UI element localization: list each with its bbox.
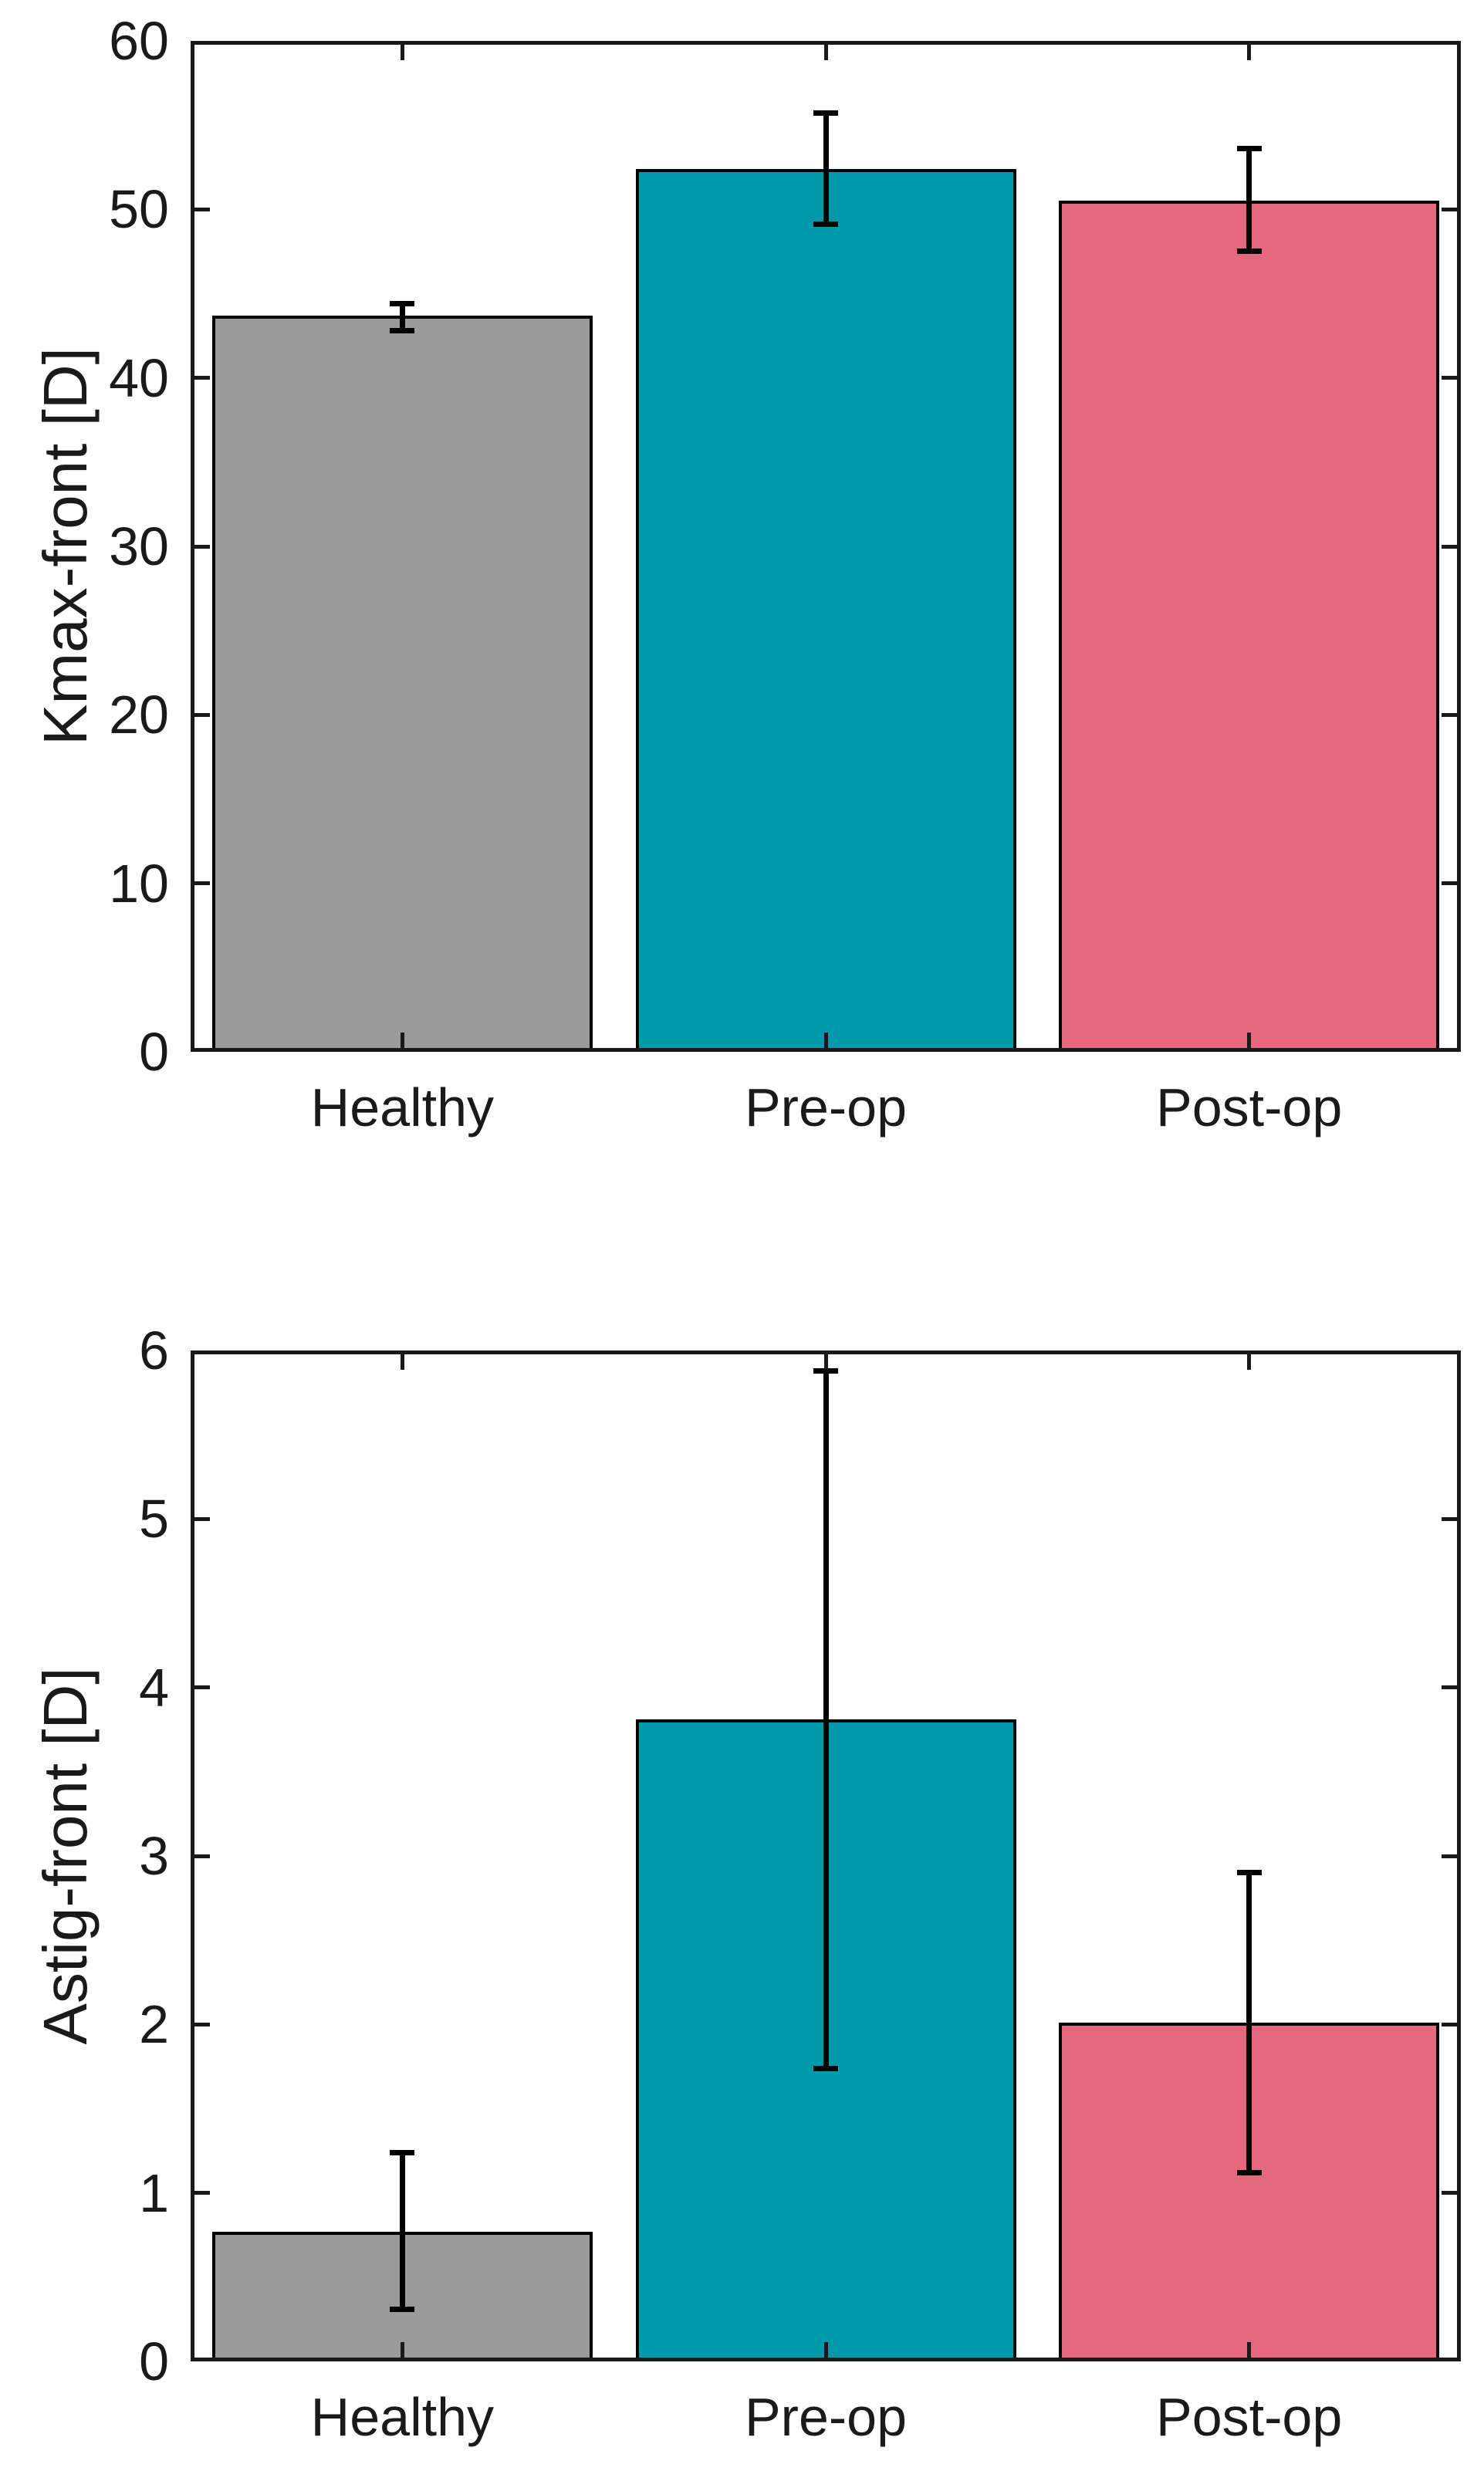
- y-tick-right: [1442, 881, 1457, 886]
- y-tick-left: [194, 1516, 210, 1521]
- y-tick-left: [194, 544, 210, 549]
- y-tick-right: [1442, 2191, 1457, 2196]
- y-tick-label: 2: [139, 1994, 169, 2055]
- y-tick-label: 5: [139, 1489, 169, 1550]
- y-tick-label: 6: [139, 1320, 169, 1381]
- error-bar-healthy-upper-cap: [390, 2149, 415, 2155]
- error-bar-post-op-lower-cap: [1236, 248, 1262, 255]
- y-tick-left: [194, 207, 210, 211]
- error-bar-pre-op-lower-cap: [813, 221, 838, 228]
- x-tick-bottom: [823, 2342, 828, 2358]
- y-tick-label: 40: [109, 347, 169, 408]
- y-tick-label: 30: [109, 516, 169, 576]
- y-tick-label: 1: [139, 2162, 169, 2223]
- y-tick-right: [1442, 1516, 1457, 1521]
- y-tick-left: [194, 376, 210, 380]
- bar-pre-op: [635, 168, 1016, 1052]
- error-bar-healthy-lower-cap: [390, 2306, 415, 2312]
- error-bar-post-op: [1246, 1872, 1252, 2173]
- x-category-label-post-op: Post-op: [1156, 1077, 1343, 1137]
- y-tick-right: [1442, 2022, 1457, 2026]
- error-bar-post-op-upper-cap: [1236, 146, 1262, 152]
- y-tick-right: [1442, 544, 1457, 549]
- y-tick-left: [194, 2022, 210, 2026]
- x-tick-top: [1247, 1354, 1252, 1370]
- y-tick-left: [194, 2191, 210, 2196]
- y-tick-right: [1442, 1854, 1457, 1858]
- x-tick-bottom: [1247, 2342, 1252, 2358]
- x-category-label-healthy: Healthy: [310, 2387, 494, 2447]
- x-tick-top: [1247, 45, 1252, 60]
- error-bar-pre-op-upper-cap: [813, 110, 838, 117]
- y-tick-label: 50: [109, 179, 169, 240]
- y-tick-left: [194, 712, 210, 717]
- y-axis-left: [191, 41, 194, 1052]
- x-tick-top: [400, 1354, 404, 1370]
- y-tick-label: 0: [139, 1022, 169, 1082]
- y-axis-left: [191, 1350, 194, 2361]
- x-tick-bottom: [1247, 1033, 1252, 1048]
- bar-post-op: [1059, 201, 1440, 1052]
- y-tick-right: [1442, 207, 1457, 211]
- error-bar-pre-op: [823, 113, 829, 225]
- x-axis-bottom: [191, 2358, 1461, 2361]
- error-bar-healthy-lower-cap: [390, 328, 415, 334]
- plot-area: [191, 1350, 1461, 2361]
- error-bar-post-op-lower-cap: [1236, 2169, 1262, 2175]
- y-tick-label: 3: [139, 1826, 169, 1886]
- y-tick-label: 0: [139, 2331, 169, 2392]
- y-tick-left: [194, 1854, 210, 1858]
- y-tick-left: [194, 1685, 210, 1690]
- y-tick-label: 10: [109, 853, 169, 914]
- y-tick-label: 60: [109, 11, 169, 71]
- y-tick-right: [1442, 1685, 1457, 1690]
- x-category-label-healthy: Healthy: [310, 1077, 494, 1137]
- error-bar-healthy-upper-cap: [390, 301, 415, 307]
- x-category-label-post-op: Post-op: [1156, 2387, 1343, 2447]
- x-tick-bottom: [400, 2342, 404, 2358]
- x-axis-top: [191, 1350, 1461, 1354]
- y-axis-right: [1457, 41, 1461, 1052]
- error-bar-pre-op-upper-cap: [813, 1367, 838, 1374]
- error-bar-healthy: [399, 303, 405, 331]
- error-bar-pre-op: [823, 1371, 829, 2069]
- x-tick-top: [400, 45, 404, 60]
- x-axis-bottom: [191, 1048, 1461, 1052]
- y-axis-right: [1457, 1350, 1461, 2361]
- x-tick-top: [823, 1354, 828, 1370]
- y-tick-right: [1442, 376, 1457, 380]
- x-tick-top: [823, 45, 828, 60]
- plot-area: [191, 41, 1461, 1052]
- bar-healthy: [211, 315, 593, 1052]
- x-tick-bottom: [400, 1033, 404, 1048]
- x-category-label-pre-op: Pre-op: [744, 2387, 908, 2447]
- y-tick-label: 20: [109, 685, 169, 745]
- x-tick-bottom: [823, 1033, 828, 1048]
- error-bar-post-op-upper-cap: [1236, 1870, 1262, 1876]
- error-bar-post-op: [1246, 148, 1252, 252]
- error-bar-healthy: [399, 2152, 405, 2310]
- x-axis-top: [191, 41, 1461, 45]
- y-tick-right: [1442, 712, 1457, 717]
- error-bar-pre-op-lower-cap: [813, 2065, 838, 2071]
- y-tick-label: 4: [139, 1657, 169, 1718]
- y-tick-left: [194, 881, 210, 886]
- x-category-label-pre-op: Pre-op: [744, 1077, 908, 1137]
